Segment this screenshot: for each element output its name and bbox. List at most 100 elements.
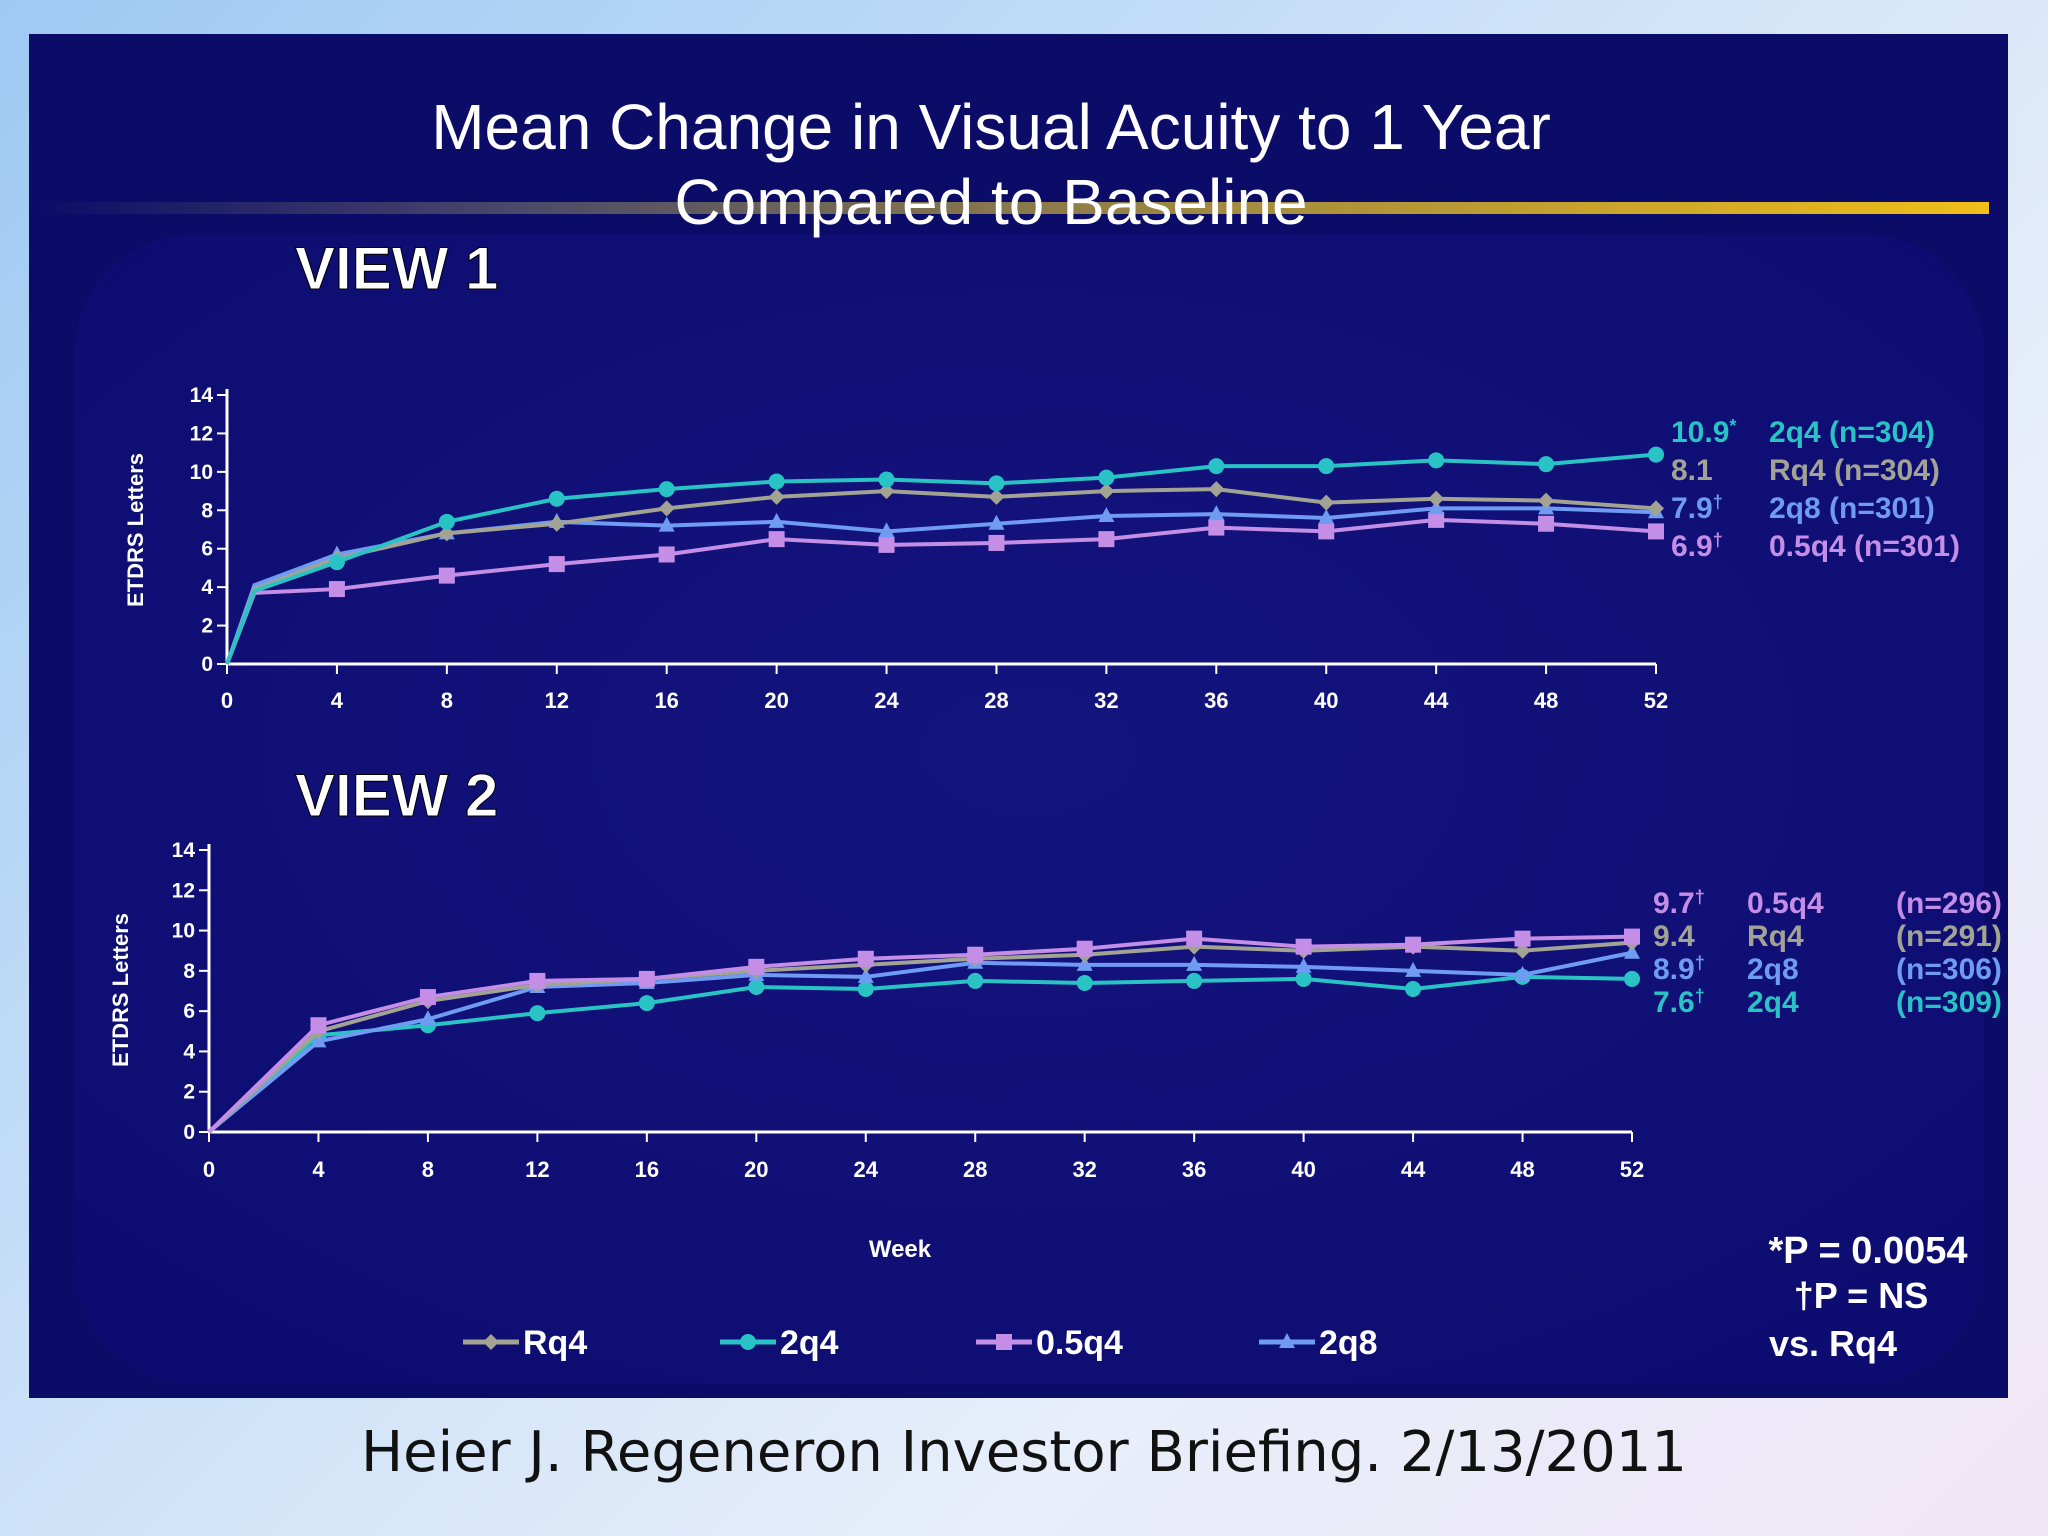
significance-mark-2q4: † — [1695, 986, 1705, 1006]
end-label-2q8: 2q8 — [1747, 953, 1799, 986]
y-tick-label: 8 — [201, 499, 213, 522]
point-2q8 — [1514, 965, 1531, 981]
point-0-5q4 — [988, 534, 1005, 551]
point-2q8 — [1405, 961, 1422, 977]
end-label-rq4: Rq4 (n=304) — [1769, 454, 1940, 487]
week-axis-label: Week — [869, 1236, 932, 1263]
y-tick-label: 10 — [190, 461, 213, 484]
legend-item-rq4: Rq4 — [463, 1324, 587, 1362]
y-tick-label: 4 — [201, 576, 213, 599]
x-tick-label: 28 — [984, 688, 1008, 713]
x-tick-label: 44 — [1424, 688, 1449, 713]
end-label-0-5q4: 0.5q4 (n=301) — [1769, 530, 1960, 563]
end-label-2q8: 2q8 (n=301) — [1769, 492, 1935, 525]
point-rq4 — [1514, 942, 1531, 959]
citation: Heier J. Regeneron Investor Briefing. 2/… — [361, 1420, 1687, 1485]
point-2q4 — [1624, 970, 1640, 987]
point-0-5q4 — [748, 958, 765, 975]
end-label-rq4: Rq4 — [1747, 920, 1804, 953]
significance-mark-0-5q4: † — [1713, 530, 1723, 550]
point-2q8 — [1208, 505, 1225, 521]
point-2q8 — [1428, 499, 1445, 515]
legend-marker-rq4 — [483, 1334, 499, 1350]
point-0-5q4 — [1514, 930, 1531, 947]
point-2q4 — [1186, 972, 1203, 989]
point-2q4 — [529, 1005, 546, 1022]
y-tick-label: 0 — [201, 653, 213, 676]
line-0-5q4 — [207, 934, 1633, 1134]
point-rq4 — [1318, 494, 1335, 511]
point-2q4 — [878, 471, 895, 488]
significance-mark-0-5q4: † — [1695, 887, 1705, 907]
point-0-5q4 — [419, 989, 436, 1006]
x-tick-label: 0 — [203, 1157, 215, 1182]
end-label-2q4: 2q4 — [1747, 986, 1799, 1019]
x-tick-label: 32 — [1094, 688, 1118, 713]
point-0-5q4 — [1624, 928, 1640, 945]
significance-mark-2q8: † — [1695, 953, 1705, 973]
point-0-5q4 — [1098, 531, 1115, 548]
point-rq4 — [1538, 492, 1555, 509]
line-rq4 — [207, 940, 1633, 1134]
x-tick-label: 12 — [545, 688, 569, 713]
y-tick-label: 14 — [172, 839, 196, 862]
point-2q4 — [748, 978, 765, 995]
point-0-5q4 — [1318, 523, 1335, 540]
point-2q8 — [1076, 955, 1093, 971]
point-2q4 — [967, 972, 984, 989]
point-2q8 — [1098, 507, 1115, 523]
point-0-5q4 — [1428, 511, 1445, 528]
y-tick-label: 6 — [201, 538, 213, 561]
y-tick-label: 10 — [172, 920, 195, 943]
point-rq4 — [548, 515, 565, 532]
x-tick-label: 16 — [654, 688, 678, 713]
point-2q4 — [1428, 452, 1445, 469]
series-0-5q4 — [225, 511, 1664, 665]
point-rq4 — [1648, 500, 1664, 517]
point-0-5q4 — [1648, 523, 1664, 540]
end-value-rq4: 9.4 — [1653, 920, 1695, 953]
point-0-5q4 — [438, 567, 455, 584]
point-0-5q4 — [1405, 936, 1422, 953]
x-tick-label: 24 — [854, 1157, 879, 1182]
p-value-footnote-2: †P = NS — [1794, 1275, 1928, 1316]
point-2q4 — [1098, 469, 1115, 486]
point-0-5q4 — [658, 546, 675, 563]
legend-marker-2q8 — [1279, 1333, 1295, 1348]
point-0-5q4 — [529, 972, 546, 989]
x-tick-label: 28 — [963, 1157, 987, 1182]
point-2q4 — [857, 980, 874, 997]
p-value-footnote-3: vs. Rq4 — [1769, 1323, 1897, 1364]
point-0-5q4 — [310, 1017, 327, 1034]
legend-label: Rq4 — [523, 1324, 587, 1362]
y-tick-label: 0 — [183, 1121, 195, 1144]
y-tick-label: 12 — [190, 422, 213, 445]
legend-item-2q8: 2q8 — [1259, 1324, 1378, 1362]
point-0-5q4 — [1076, 940, 1093, 957]
point-2q8 — [768, 512, 785, 528]
x-tick-label: 8 — [441, 688, 453, 713]
x-tick-label: 24 — [874, 688, 899, 713]
line-2q4 — [207, 974, 1633, 1134]
point-rq4 — [658, 500, 675, 517]
significance-mark-2q4: * — [1729, 416, 1736, 436]
x-tick-label: 44 — [1401, 1157, 1426, 1182]
point-0-5q4 — [857, 950, 874, 967]
slide: Mean Change in Visual Acuity to 1 Year C… — [29, 34, 2008, 1398]
point-2q8 — [857, 967, 874, 983]
point-2q4 — [988, 475, 1005, 492]
chart-title: VIEW 2 — [295, 762, 498, 829]
point-2q8 — [988, 514, 1005, 530]
point-2q4 — [1318, 458, 1335, 475]
x-tick-label: 36 — [1204, 688, 1228, 713]
point-2q4 — [1538, 456, 1555, 473]
point-rq4 — [988, 488, 1005, 505]
point-2q4 — [1076, 974, 1093, 991]
x-tick-label: 12 — [525, 1157, 549, 1182]
point-2q8 — [1186, 955, 1203, 971]
legend-item-2q4: 2q4 — [720, 1324, 839, 1362]
x-tick-label: 36 — [1182, 1157, 1206, 1182]
point-2q4 — [768, 473, 785, 490]
x-tick-label: 52 — [1644, 688, 1668, 713]
